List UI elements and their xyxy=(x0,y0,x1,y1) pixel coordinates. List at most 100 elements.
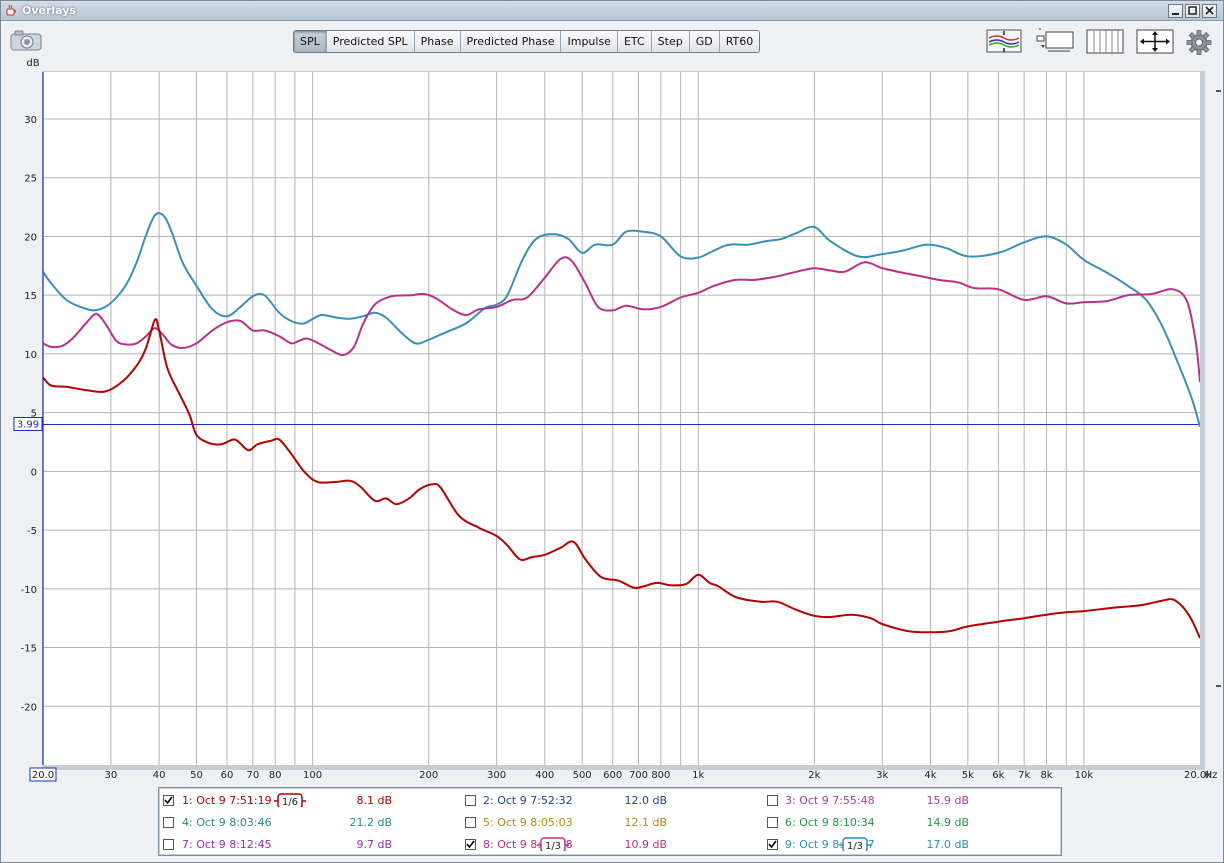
smoothing-label: 1/3 xyxy=(847,841,863,851)
legend-label: 5: Oct 9 8:05:03 xyxy=(483,816,573,829)
x-tick-label: 2k xyxy=(808,770,820,781)
legend-box-icon[interactable] xyxy=(1036,28,1074,55)
x-tick-label: 40 xyxy=(153,770,166,781)
plot-area xyxy=(43,72,1200,765)
x-tick-label: 5k xyxy=(962,770,974,781)
x-tick-label: 70 xyxy=(246,770,259,781)
y-tick-label: 5 xyxy=(31,409,37,420)
x-tick-label: 400 xyxy=(535,770,554,781)
x-tick-label: 7k xyxy=(1018,770,1030,781)
tab-predicted-phase[interactable]: Predicted Phase xyxy=(461,31,562,52)
legend-value: 9.7 dB xyxy=(356,838,392,851)
legend-checkbox-3[interactable] xyxy=(767,795,778,806)
smoothing-label: 1/6 xyxy=(282,797,298,807)
legend-entry-2: 2: Oct 9 7:52:32 12.0 dB xyxy=(159,794,1059,810)
legend-entry-4: 4: Oct 9 8:03:46 21.2 dB xyxy=(159,816,1059,832)
legend-entry-8: 8: Oct 9 8:33:28 10.9 dB 1/3 xyxy=(159,837,1059,854)
overlay-traces-icon[interactable] xyxy=(986,28,1022,55)
maximize-icon xyxy=(1188,6,1197,15)
legend-label: 2: Oct 9 7:52:32 xyxy=(483,794,573,807)
minimize-button[interactable] xyxy=(1168,4,1183,18)
x-tick-label: 1k xyxy=(692,770,704,781)
y-tick-label: 15 xyxy=(24,291,37,302)
x-tick-label: 700 xyxy=(629,770,648,781)
legend-entry-3: 3: Oct 9 7:55:48 15.9 dB xyxy=(159,794,1059,810)
y-tick-label: -15 xyxy=(21,644,37,655)
tab-rt60[interactable]: RT60 xyxy=(725,35,754,48)
legend-label: 6: Oct 9 8:10:34 xyxy=(785,816,875,829)
legend-entry-9: 9: Oct 9 8:34:47 17.0 dB 1/3 xyxy=(159,837,1059,854)
maximize-button[interactable] xyxy=(1185,4,1200,18)
close-icon xyxy=(1205,6,1214,15)
legend-label: 1: Oct 9 7:51:19 xyxy=(182,794,272,807)
y-tick-label: -10 xyxy=(21,585,37,596)
legend-label: 7: Oct 9 8:12:45 xyxy=(182,838,272,851)
tab-step[interactable]: Step xyxy=(652,31,690,52)
legend-value: 17.0 dB xyxy=(926,838,969,851)
side-scroll-markers xyxy=(1216,90,1221,687)
tab-spl[interactable]: SPL xyxy=(294,31,327,52)
smoothing-badge[interactable]: 1/6 xyxy=(274,793,306,807)
close-button[interactable] xyxy=(1202,4,1217,18)
x-tick-label: 200 xyxy=(419,770,438,781)
legend-value: 14.9 dB xyxy=(926,816,969,829)
legend-entry-7: 7: Oct 9 8:12:45 9.7 dB xyxy=(159,838,1059,854)
y-tick-label: -5 xyxy=(27,526,37,537)
gear-icon[interactable] xyxy=(1186,29,1212,56)
legend-value: 10.9 dB xyxy=(624,838,667,851)
window-title: Overlays xyxy=(22,4,76,17)
move-arrows-icon[interactable] xyxy=(1136,28,1174,55)
x-start-box xyxy=(29,767,57,782)
legend-checkbox-4[interactable] xyxy=(163,817,174,828)
y-tick-label: 30 xyxy=(24,115,37,126)
x-tick-label: 8k xyxy=(1040,770,1052,781)
java-cup-icon xyxy=(6,4,16,16)
series-line-8 xyxy=(43,256,1200,383)
grid xyxy=(43,72,1200,765)
legend-label: 3: Oct 9 7:55:48 xyxy=(785,794,875,807)
legend-checkbox-1[interactable] xyxy=(163,795,174,806)
tab-phase[interactable]: Phase xyxy=(415,31,461,52)
legend-checkbox-6[interactable] xyxy=(767,817,778,828)
tab-etc[interactable]: ETC xyxy=(618,31,652,52)
series-line-1 xyxy=(43,318,1200,639)
legend-checkbox-7[interactable] xyxy=(163,839,174,850)
x-tick-label: 100 xyxy=(303,770,322,781)
legend-value: 12.1 dB xyxy=(624,816,667,829)
x-tick-label: 20.0 xyxy=(32,770,54,781)
legend-checkbox-2[interactable] xyxy=(465,795,476,806)
minimize-icon xyxy=(1172,13,1179,15)
x-tick-label: 600 xyxy=(603,770,622,781)
legend-checkbox-5[interactable] xyxy=(465,817,476,828)
smoothing-badge[interactable]: 1/3 xyxy=(537,837,569,851)
x-tick-label: 4k xyxy=(924,770,936,781)
legend-value: 8.1 dB xyxy=(356,794,392,807)
check-icon xyxy=(768,840,777,849)
legend-checkbox-9[interactable] xyxy=(767,839,778,850)
tab-predicted-spl[interactable]: Predicted SPL xyxy=(327,31,415,52)
measurement-legend: 1: Oct 9 7:51:19 8.1 dB 1/6 2: Oct 9 7:52:3… xyxy=(158,787,1062,856)
smoothing-label: 1/3 xyxy=(545,841,561,851)
tab-impulse[interactable]: Impulse xyxy=(561,31,618,52)
legend-value: 12.0 dB xyxy=(624,794,667,807)
y-tick-label: 10 xyxy=(24,350,37,361)
x-tick-label: 80 xyxy=(269,770,282,781)
smoothing-badge[interactable]: 1/3 xyxy=(839,837,871,851)
camera-icon[interactable] xyxy=(10,30,42,52)
legend-value: 21.2 dB xyxy=(349,816,392,829)
y-tick-label: -20 xyxy=(21,702,37,713)
x-tick-label: 30 xyxy=(105,770,118,781)
tab-gd[interactable]: GD xyxy=(690,31,720,52)
legend-checkbox-8[interactable] xyxy=(465,839,476,850)
check-icon xyxy=(164,796,173,805)
cursor-value-label: 3.99 xyxy=(17,419,39,430)
y-tick-label: 20 xyxy=(24,232,37,243)
x-tick-label: 20.0k xyxy=(1184,770,1212,781)
legend-entry-1: 1: Oct 9 7:51:19 8.1 dB 1/6 xyxy=(159,793,1059,810)
x-tick-label: 800 xyxy=(651,770,670,781)
grid-columns-icon[interactable] xyxy=(1086,28,1124,55)
legend-value: 15.9 dB xyxy=(926,794,969,807)
x-tick-label: 6k xyxy=(992,770,1004,781)
